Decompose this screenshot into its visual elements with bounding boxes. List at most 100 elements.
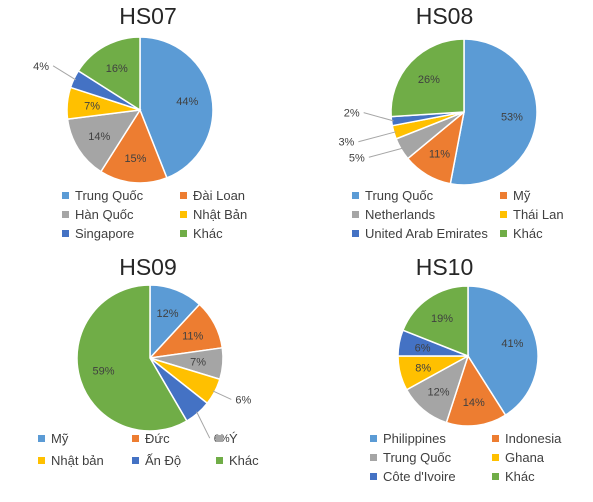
legend-label: Nhật Bản: [193, 207, 248, 222]
chart-legend: Mỹ Đức Ý Nhật bản Ấn Độ Khác: [38, 431, 288, 493]
legend-item: Singapore: [62, 226, 134, 241]
chart-title: HS07: [119, 3, 177, 29]
legend-label: Khác: [513, 226, 543, 241]
pie-slice: [99, 108, 168, 184]
legend-swatch: [132, 435, 139, 442]
legend-swatch: [500, 192, 507, 199]
data-label: 11%: [182, 331, 203, 343]
data-label: 26%: [418, 74, 440, 86]
leader-line: [52, 65, 77, 81]
legend-label: Khác: [193, 226, 223, 241]
chart-legend: Trung Quốc Đài Loan Hàn Quốc Nhật Bản Singap…: [62, 188, 292, 250]
data-label: 7%: [84, 100, 100, 112]
legend-item: Khác: [492, 469, 535, 484]
legend-label: Thái Lan: [513, 207, 564, 222]
legend-swatch: [62, 230, 69, 237]
chart-panel-hs10: HS10 41% 14% 12% 8% 6% 19% Philippines Indones…: [296, 251, 593, 502]
chart-legend: Trung Quốc Mỹ Netherlands Thái Lan United Ar…: [352, 188, 590, 250]
data-label: 14%: [463, 397, 485, 409]
legend-item: Khác: [180, 226, 223, 241]
legend-item: Mỹ: [500, 188, 530, 203]
pie-slice: [76, 284, 188, 432]
legend-swatch: [370, 473, 377, 480]
legend-item: Nhật Bản: [180, 207, 247, 222]
legend-label: Đức: [145, 431, 170, 446]
data-label: 53%: [501, 112, 523, 124]
legend-label: Đài Loan: [193, 188, 246, 203]
legend-label: Trung Quốc: [75, 188, 144, 203]
data-label: 8%: [415, 362, 431, 374]
data-label: 5%: [349, 152, 365, 164]
legend-label: Ý: [229, 431, 238, 446]
legend-swatch: [500, 211, 507, 218]
data-label: 14%: [88, 131, 110, 143]
legend-label: Singapore: [75, 226, 135, 241]
legend-item: Côte d'Ivoire: [370, 469, 456, 484]
legend-item: Khác: [500, 226, 543, 241]
data-label: 7%: [190, 357, 206, 369]
legend-label: United Arab Emirates: [365, 226, 488, 241]
legend-swatch: [38, 435, 45, 442]
legend-swatch: [370, 435, 377, 442]
pie-slice: [445, 354, 507, 427]
legend-item: Đài Loan: [180, 188, 245, 203]
legend-swatch: [132, 457, 139, 464]
data-label: 19%: [431, 313, 453, 325]
legend-label: Ghana: [505, 450, 545, 465]
data-label: 3%: [338, 137, 354, 149]
legend-item: Ghana: [492, 450, 544, 465]
pie-slice: [66, 109, 142, 173]
chart-legend: Philippines Indonesia Trung Quốc Ghana Côte …: [370, 431, 590, 493]
legend-swatch: [216, 435, 223, 442]
legend-label: Trung Quốc: [365, 188, 434, 203]
legend-label: Hàn Quốc: [75, 207, 134, 222]
pie-slice: [139, 36, 214, 179]
data-label: 16%: [106, 63, 128, 75]
legend-label: Côte d'Ivoire: [383, 469, 456, 484]
data-label: 6%: [235, 394, 251, 406]
legend-swatch: [180, 211, 187, 218]
legend-item: Đức: [132, 431, 170, 446]
data-label: 12%: [157, 308, 179, 320]
legend-item: Trung Quốc: [62, 188, 143, 203]
legend-label: Khác: [229, 453, 259, 468]
legend-swatch: [492, 473, 499, 480]
legend-swatch: [352, 192, 359, 199]
legend-label: Mỹ: [51, 431, 69, 446]
legend-item: United Arab Emirates: [352, 226, 488, 241]
legend-item: Ý: [216, 431, 238, 446]
data-label: 12%: [428, 387, 450, 399]
legend-item: Thái Lan: [500, 207, 564, 222]
legend-label: Nhật bản: [51, 453, 104, 468]
pie-slice: [77, 36, 141, 112]
chart-title: HS09: [119, 254, 177, 280]
legend-item: Mỹ: [38, 431, 68, 446]
pie-chart: 44% 15% 14% 7% 4% 16%: [33, 36, 214, 184]
leader-line: [358, 131, 396, 143]
legend-swatch: [500, 230, 507, 237]
pie-chart: 41% 14% 12% 8% 6% 19%: [397, 285, 539, 427]
legend-label: Khác: [505, 469, 535, 484]
data-label: 11%: [429, 148, 450, 160]
legend-swatch: [180, 230, 187, 237]
data-label: 44%: [176, 96, 198, 108]
chart-panel-hs08: HS08 53% 11% 5% 3% 2% 26% Trung Quốc Mỹ Netherl…: [296, 0, 593, 251]
legend-swatch: [352, 211, 359, 218]
legend-swatch: [352, 230, 359, 237]
pie-slice: [449, 38, 538, 186]
data-label: 41%: [501, 338, 523, 350]
legend-item: Hàn Quốc: [62, 207, 134, 222]
chart-title: HS08: [415, 3, 474, 29]
data-label: 6%: [415, 342, 431, 354]
legend-item: Trung Quốc: [370, 450, 451, 465]
legend-item: Nhật bản: [38, 453, 104, 468]
legend-swatch: [62, 211, 69, 218]
legend-swatch: [38, 457, 45, 464]
legend-label: Trung Quốc: [383, 450, 452, 465]
legend-swatch: [492, 454, 499, 461]
legend-item: Trung Quốc: [352, 188, 433, 203]
legend-label: Netherlands: [365, 207, 436, 222]
pie-chart: 53% 11% 5% 3% 2% 26%: [338, 38, 538, 186]
data-label: 15%: [124, 153, 146, 165]
